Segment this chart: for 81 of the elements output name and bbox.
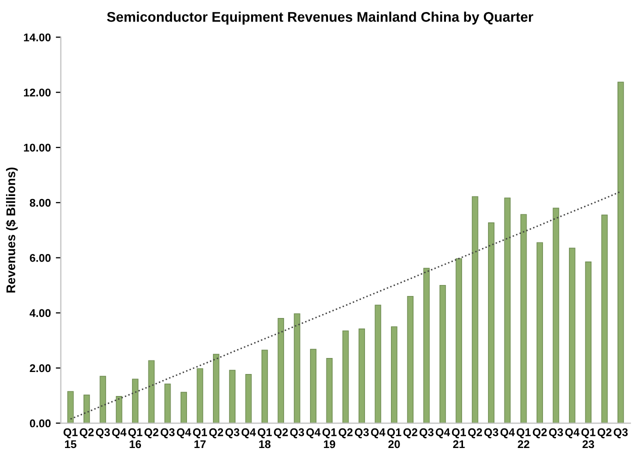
bar bbox=[132, 378, 138, 424]
bar bbox=[84, 394, 90, 424]
bar bbox=[456, 258, 462, 424]
bar bbox=[310, 348, 316, 424]
bar bbox=[164, 384, 171, 424]
x-tick-label: Q1 22 bbox=[516, 428, 531, 448]
x-tick-label: Q3 bbox=[290, 428, 304, 438]
bar bbox=[342, 330, 349, 424]
bar bbox=[212, 354, 220, 424]
x-tick-label: Q4 bbox=[500, 428, 515, 438]
bar bbox=[100, 376, 106, 424]
x-tick-label: Q1 21 bbox=[452, 428, 466, 448]
line-series bbox=[70, 190, 622, 420]
bar bbox=[278, 318, 284, 424]
x-tick-label: Q4 bbox=[306, 428, 321, 438]
x-tick-label: Q3 bbox=[484, 428, 498, 438]
bar bbox=[294, 313, 300, 424]
bar bbox=[358, 328, 365, 424]
bar bbox=[552, 208, 560, 424]
x-tick-label: Q3 bbox=[549, 428, 563, 438]
y-axis-title: Revenues ($ Billions) bbox=[6, 168, 18, 293]
chart-title: Semiconductor Equipment Revenues Mainland China by Quarter bbox=[107, 12, 534, 25]
x-tick-label: Q1 19 bbox=[322, 428, 337, 448]
x-tick-label: Q3 bbox=[96, 428, 110, 438]
x-tick-label: Q1 20 bbox=[387, 428, 402, 448]
x-tick-label: Q2 bbox=[274, 428, 288, 438]
bar bbox=[568, 248, 576, 424]
x-tick-label: Q2 bbox=[532, 428, 547, 438]
bar bbox=[536, 242, 543, 424]
bar bbox=[601, 214, 608, 424]
x-tick-label: Q3 bbox=[225, 428, 240, 438]
x-tick-label: Q1 16 bbox=[128, 428, 142, 448]
x-tick-label: Q1 23 bbox=[581, 428, 596, 448]
x-tick-label: Q2 bbox=[209, 428, 224, 438]
x-tick-label: Q1 17 bbox=[193, 428, 208, 448]
y-tick-label: 6.00 bbox=[30, 254, 51, 262]
x-tick-label: Q4 bbox=[565, 428, 580, 438]
bar bbox=[326, 358, 333, 424]
bar bbox=[67, 391, 74, 424]
bar bbox=[488, 222, 494, 424]
x-tick-label: Q3 bbox=[160, 428, 175, 438]
x-tick-label: Q2 bbox=[403, 428, 418, 438]
bar bbox=[407, 296, 414, 424]
bar bbox=[585, 262, 592, 424]
bar bbox=[196, 368, 204, 424]
bar bbox=[618, 82, 624, 424]
bar bbox=[504, 198, 511, 424]
x-tick-label: Q1 18 bbox=[258, 428, 272, 448]
y-tick-label: 12.00 bbox=[24, 88, 51, 96]
y-tick-label: 14.00 bbox=[24, 33, 51, 42]
y-tick-label: 0.00 bbox=[30, 419, 51, 428]
x-tick-label: Q1 15 bbox=[64, 428, 78, 448]
x-tick-label: Q4 bbox=[112, 428, 126, 438]
bar bbox=[245, 374, 252, 424]
bar bbox=[423, 268, 430, 424]
bar bbox=[374, 304, 382, 424]
x-tick-label: Q4 bbox=[176, 428, 192, 438]
y-tick-label: 8.00 bbox=[30, 198, 51, 207]
bar bbox=[180, 392, 187, 424]
x-tick-label: Q3 bbox=[614, 428, 628, 438]
bar bbox=[472, 196, 478, 424]
x-tick-label: Q2 bbox=[80, 428, 94, 438]
bar bbox=[148, 360, 155, 424]
bar bbox=[520, 214, 527, 424]
x-tick-label: Q2 bbox=[144, 428, 158, 438]
y-tick-label: 2.00 bbox=[30, 364, 51, 372]
x-tick-label: Q3 bbox=[354, 428, 369, 438]
x-tick-label: Q3 bbox=[420, 428, 434, 438]
bar bbox=[262, 350, 268, 424]
bar bbox=[390, 326, 398, 424]
y-tick-label: 4.00 bbox=[30, 309, 51, 318]
bar bbox=[116, 396, 122, 424]
x-tick-label: Q2 bbox=[338, 428, 353, 438]
x-tick-label: Q2 bbox=[598, 428, 612, 438]
bar bbox=[229, 370, 236, 424]
x-tick-label: Q2 bbox=[468, 428, 482, 438]
y-tick-label: 10.00 bbox=[24, 144, 51, 152]
x-tick-label: Q4 bbox=[436, 428, 450, 438]
x-tick-label: Q4 bbox=[371, 428, 386, 438]
bar bbox=[440, 284, 446, 424]
x-tick-label: Q4 bbox=[242, 428, 256, 438]
